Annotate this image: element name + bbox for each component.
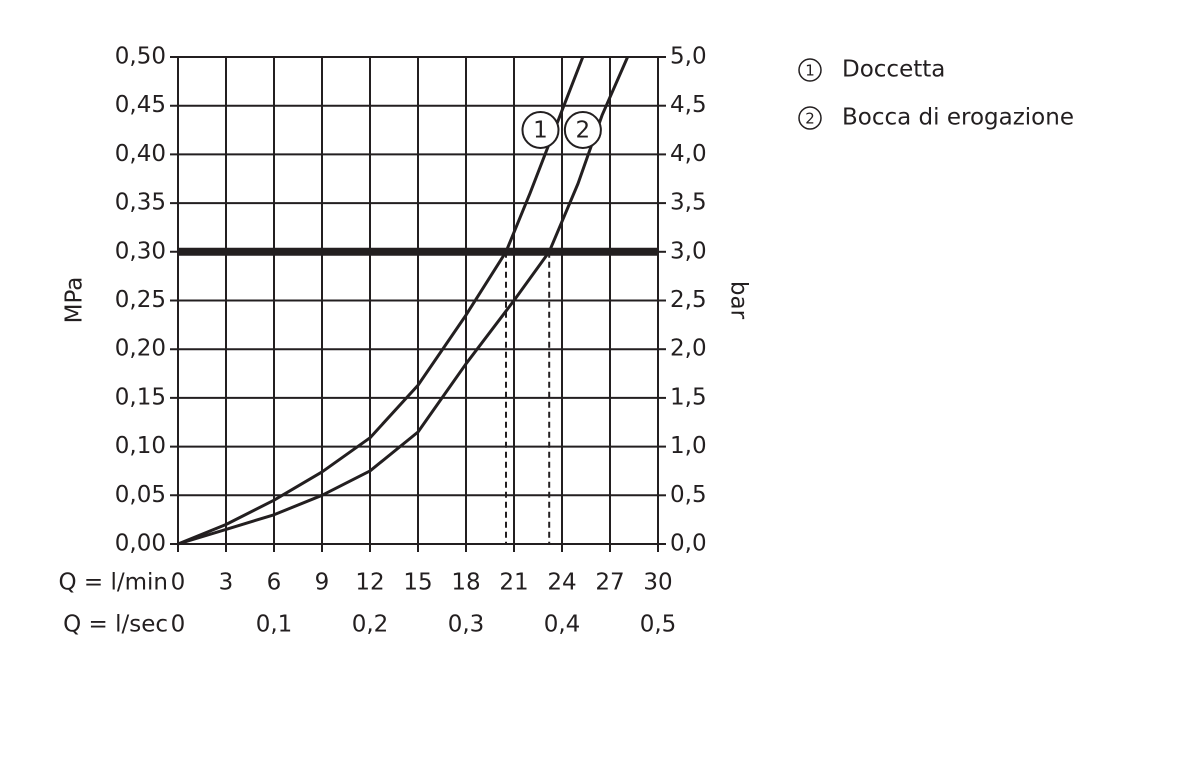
- x-tick-label: 0: [171, 570, 186, 596]
- x-tick-label: 12: [355, 570, 384, 596]
- y2-tick-label: 3,5: [670, 190, 707, 216]
- x2-tick-label: 0,5: [640, 612, 677, 638]
- y2-tick-label: 4,0: [670, 141, 707, 167]
- y-tick-label: 0,40: [115, 141, 166, 167]
- series-badge: [521, 111, 560, 149]
- series-badge-label: 1: [533, 118, 548, 144]
- x2-tick-label: 0,2: [352, 612, 389, 638]
- x-axis-label: Q = l/min: [58, 570, 168, 596]
- legend-badge-label: 1: [805, 62, 815, 80]
- y2-tick-label: 4,5: [670, 92, 707, 118]
- y2-axis-label: bar: [726, 281, 752, 320]
- y-tick-label: 0,30: [115, 238, 166, 264]
- x-tick-label: 18: [451, 570, 480, 596]
- x-tick-label: 21: [499, 570, 528, 596]
- series-line: [177, 56, 585, 546]
- x-tick-label: 24: [547, 570, 576, 596]
- legend-badge: [798, 106, 822, 130]
- x2-tick-label: 0,4: [544, 612, 581, 638]
- x-tick-label: 30: [643, 570, 672, 596]
- x-tick-label: 3: [219, 570, 234, 596]
- y-tick-label: 0,25: [115, 287, 166, 313]
- y2-tick-label: 5,0: [670, 44, 707, 70]
- y2-tick-label: 2,0: [670, 336, 707, 362]
- x-tick-label: 9: [315, 570, 330, 596]
- y-tick-label: 0,45: [115, 92, 166, 118]
- legend-badge-label: 2: [805, 110, 815, 128]
- y-tick-label: 0,05: [115, 482, 166, 508]
- y2-tick-label: 2,5: [670, 287, 707, 313]
- y-tick-label: 0,35: [115, 190, 166, 216]
- y2-tick-label: 0,0: [670, 531, 707, 557]
- legend-badge: [798, 58, 822, 82]
- x-tick-label: 15: [403, 570, 432, 596]
- legend-label: Doccetta: [842, 57, 945, 83]
- series-line: [177, 56, 629, 546]
- y2-tick-label: 1,5: [670, 384, 707, 410]
- x2-axis-label: Q = l/sec: [63, 612, 168, 638]
- y-tick-label: 0,15: [115, 384, 166, 410]
- series-badge: [563, 111, 602, 149]
- y-tick-label: 0,50: [115, 44, 166, 70]
- y2-tick-label: 1,0: [670, 433, 707, 459]
- x-tick-label: 6: [267, 570, 282, 596]
- legend-label: Bocca di erogazione: [842, 105, 1074, 131]
- y-tick-label: 0,00: [115, 531, 166, 557]
- y-tick-label: 0,20: [115, 336, 166, 362]
- x2-tick-label: 0: [171, 612, 186, 638]
- x-tick-label: 27: [595, 570, 624, 596]
- y2-tick-label: 3,0: [670, 238, 707, 264]
- x2-tick-label: 0,1: [256, 612, 293, 638]
- series-badge-label: 2: [576, 118, 591, 144]
- y-axis-label: MPa: [62, 277, 88, 324]
- x2-tick-label: 0,3: [448, 612, 485, 638]
- y2-tick-label: 0,5: [670, 482, 707, 508]
- y-tick-label: 0,10: [115, 433, 166, 459]
